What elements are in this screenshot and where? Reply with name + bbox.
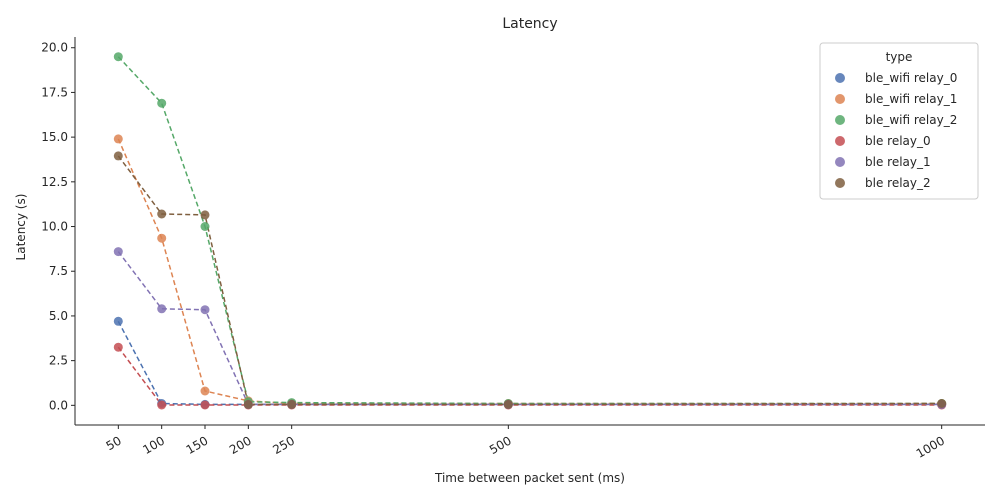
x-tick-label: 150: [184, 433, 211, 457]
data-point-2: [113, 52, 123, 62]
x-tick-label: 1000: [914, 433, 947, 460]
legend-label-5: ble relay_2: [865, 176, 931, 190]
data-point-5: [287, 399, 297, 409]
data-point-5: [200, 210, 210, 220]
legend: type ble_wifi relay_0 ble_wifi relay_1 ble_…: [819, 42, 979, 200]
data-point-0: [113, 316, 123, 326]
data-point-5: [243, 399, 253, 409]
x-tick-label: 200: [227, 433, 254, 457]
y-axis-label: Latency (s): [14, 194, 28, 261]
legend-marker-5: [835, 178, 845, 188]
legend-label-2: ble_wifi relay_2: [865, 113, 957, 127]
y-tick-label: 5.0: [49, 309, 68, 323]
legend-label-4: ble relay_1: [865, 155, 931, 169]
y-tick-label: 15.0: [41, 130, 68, 144]
data-point-3: [113, 342, 123, 352]
y-tick-label: 10.0: [41, 220, 68, 234]
legend-marker-0: [835, 73, 845, 83]
chart-title: Latency: [502, 16, 557, 32]
legend-marker-1: [835, 94, 845, 104]
data-point-2: [157, 98, 167, 108]
y-tick-label: 7.5: [49, 264, 68, 278]
legend-box: [819, 42, 979, 200]
data-point-2: [200, 222, 210, 231]
legend-marker-4: [835, 157, 845, 167]
series-line-5: [117, 155, 942, 406]
series-line-2: [117, 56, 942, 405]
data-point-4: [113, 247, 123, 257]
y-tick-label: 12.5: [41, 175, 68, 189]
legend-label-3: ble relay_0: [865, 134, 931, 148]
data-point-1: [200, 386, 210, 396]
legend-label-0: ble_wifi relay_0: [865, 71, 957, 85]
data-point-5: [113, 151, 123, 161]
data-point-4: [200, 305, 210, 315]
series-lines: [117, 56, 942, 406]
legend-title: type: [886, 50, 913, 64]
x-tick-label: 100: [140, 433, 167, 457]
data-point-3: [157, 400, 167, 410]
y-tick-label: 17.5: [41, 85, 68, 99]
series-line-0: [117, 320, 942, 406]
data-point-1: [157, 233, 167, 243]
series-line-1: [117, 138, 942, 405]
x-tick-label: 250: [270, 433, 297, 457]
series-line-4: [117, 251, 942, 406]
series-points: [113, 52, 947, 410]
data-point-5: [503, 399, 513, 409]
y-tick-label: 0.0: [49, 398, 68, 412]
x-tick-label: 500: [487, 433, 514, 457]
legend-label-1: ble_wifi relay_1: [865, 92, 957, 106]
data-point-4: [157, 304, 167, 314]
y-tick-label: 2.5: [49, 354, 68, 368]
data-point-5: [937, 399, 947, 408]
x-tick-label: 50: [104, 433, 124, 453]
y-tick-label: 20.0: [41, 41, 68, 55]
legend-marker-2: [835, 115, 845, 125]
data-point-1: [113, 134, 123, 144]
legend-marker-3: [835, 136, 845, 146]
x-axis-label: Time between packet sent (ms): [434, 471, 625, 485]
data-point-3: [200, 400, 210, 410]
data-point-5: [157, 209, 167, 219]
